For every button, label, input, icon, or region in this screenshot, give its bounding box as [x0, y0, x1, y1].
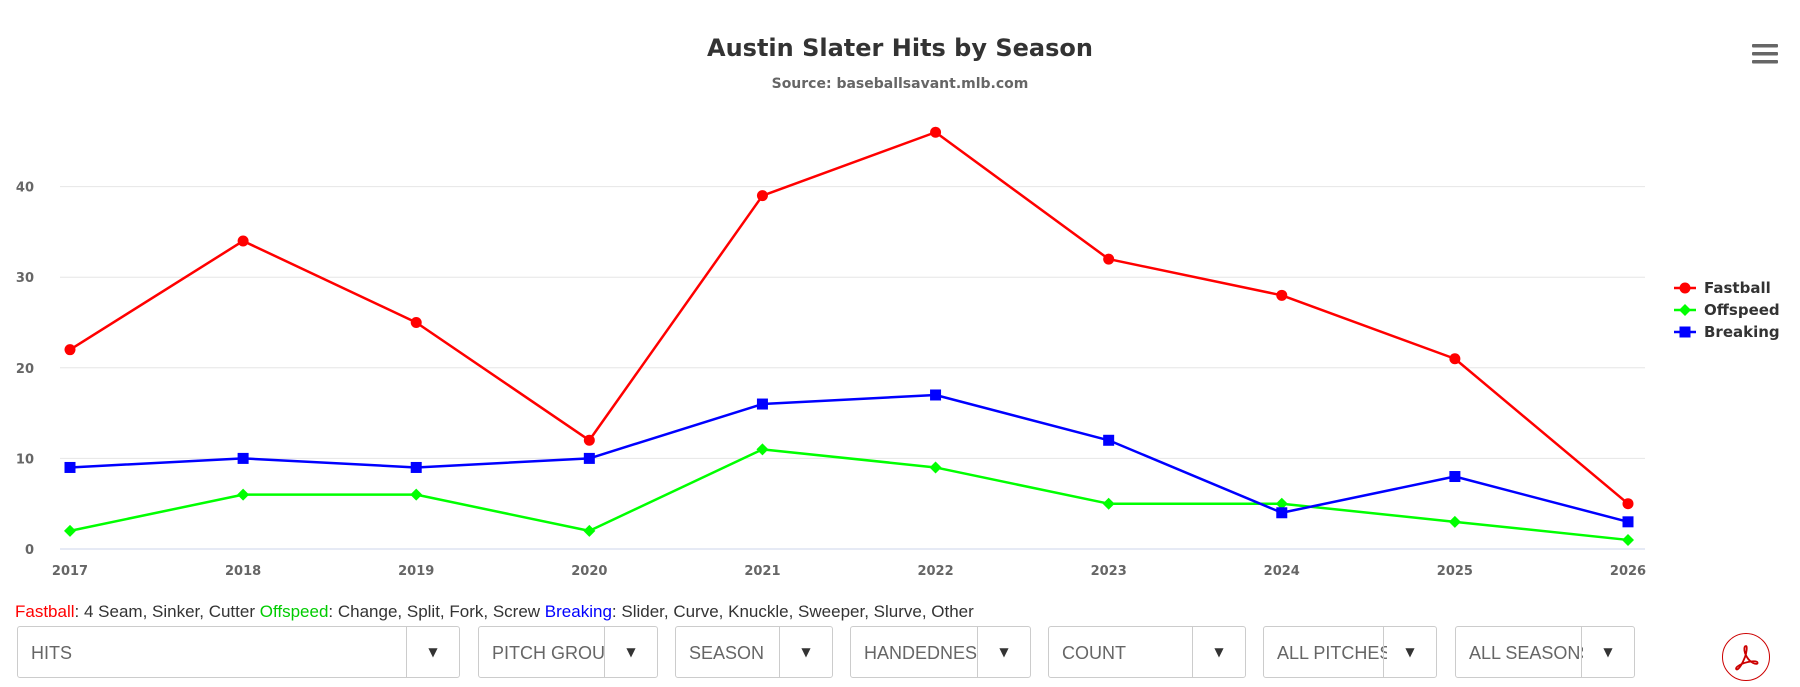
fastball-key-label: Fastball [15, 602, 75, 621]
chevron-down-icon[interactable]: ▼ [1383, 627, 1436, 677]
fastball-data-point [756, 190, 768, 202]
stat-select[interactable]: HITS ▼ [17, 626, 460, 678]
chevron-down-icon[interactable]: ▼ [604, 627, 657, 677]
breaking-data-point [930, 389, 942, 401]
breaking-data-point [1449, 471, 1461, 483]
offspeed-data-point [1275, 497, 1288, 510]
x-tick-label: 2026 [1610, 564, 1646, 579]
chart: Austin Slater Hits by Season Source: bas… [16, 34, 1780, 579]
y-tick-label: 40 [16, 181, 34, 196]
y-tick-label: 20 [16, 362, 34, 377]
handedness-select-label: HANDEDNESS [864, 643, 978, 663]
series-markers [64, 126, 1634, 546]
legend-label-offspeed: Offspeed [1704, 301, 1780, 319]
fastball-data-point [237, 235, 249, 247]
fastball-data-point [1449, 353, 1461, 365]
breaking-series-line [69, 393, 1629, 524]
offspeed-data-point [756, 443, 769, 456]
legend-item-fastball[interactable]: Fastball [1674, 279, 1771, 297]
fastball-data-point [583, 434, 595, 446]
fastball-data-point [1103, 253, 1115, 265]
offspeed-data-point [410, 488, 423, 501]
breaking-data-point [64, 461, 76, 473]
x-tick-label: 2019 [398, 564, 434, 579]
offspeed-data-point [583, 524, 596, 537]
legend-marker-breaking [1679, 326, 1691, 338]
legend-marker-offspeed [1679, 304, 1691, 316]
legend-label-fastball: Fastball [1704, 279, 1771, 297]
fastball-key-desc: : 4 Seam, Sinker, Cutter [74, 602, 260, 621]
season-select[interactable]: SEASON ▼ [675, 626, 833, 678]
handedness-select[interactable]: HANDEDNESS ▼ [850, 626, 1031, 678]
y-tick-label: 30 [16, 271, 34, 286]
y-gridlines [60, 186, 1645, 459]
x-tick-label: 2017 [52, 564, 88, 579]
x-axis-tick-labels: 2017 2018 2019 2020 2021 2022 2023 2024 2025 2026 [52, 564, 1646, 579]
x-tick-label: 2022 [917, 564, 953, 579]
legend-item-breaking[interactable]: Breaking [1674, 323, 1780, 341]
offspeed-data-point [1102, 497, 1115, 510]
breaking-data-point [583, 452, 595, 464]
breaking-data-point [1276, 507, 1288, 519]
x-tick-label: 2023 [1091, 564, 1127, 579]
x-tick-label: 2020 [571, 564, 607, 579]
fastball-data-point [410, 317, 422, 328]
x-tick-label: 2021 [744, 564, 780, 579]
offspeed-data-point [1622, 533, 1634, 546]
offspeed-data-point [237, 488, 250, 501]
chevron-down-icon[interactable]: ▼ [977, 627, 1030, 677]
breaking-data-point [756, 398, 768, 410]
fastball-data-point [1622, 498, 1634, 510]
pitch-type-key: Fastball: 4 Seam, Sinker, Cutter Offspee… [15, 602, 974, 622]
breaking-data-point [410, 461, 422, 473]
offspeed-key-desc: : Change, Split, Fork, Screw [328, 602, 545, 621]
offspeed-series-line [69, 448, 1629, 542]
legend-item-offspeed[interactable]: Offspeed [1674, 301, 1780, 319]
chevron-down-icon[interactable]: ▼ [406, 627, 459, 677]
chart-subtitle: Source: baseballsavant.mlb.com [772, 76, 1029, 92]
y-tick-label: 0 [25, 543, 34, 558]
adobe-pdf-icon [1735, 645, 1759, 671]
offspeed-key-label: Offspeed [259, 602, 329, 621]
stat-select-label: HITS [31, 643, 73, 663]
breaking-key-desc: : Slider, Curve, Knuckle, Sweeper, Slurv… [611, 602, 974, 621]
x-tick-label: 2018 [225, 564, 261, 579]
breaking-data-point [1622, 516, 1634, 528]
pitch-group-select-label: PITCH GROUP [492, 643, 606, 663]
offspeed-data-point [64, 524, 76, 537]
chart-title: Austin Slater Hits by Season [707, 34, 1093, 62]
season-select-label: SEASON [689, 643, 765, 663]
x-tick-label: 2025 [1437, 564, 1473, 579]
fastball-data-point [1276, 289, 1288, 301]
fastball-series-line [69, 130, 1629, 505]
chevron-down-icon[interactable]: ▼ [1192, 627, 1245, 677]
hamburger-menu-icon[interactable] [1752, 44, 1778, 64]
pitch-group-select[interactable]: PITCH GROUP ▼ [478, 626, 658, 678]
y-tick-label: 10 [16, 452, 34, 467]
breaking-data-point [1103, 434, 1115, 446]
chevron-down-icon[interactable]: ▼ [1581, 627, 1634, 677]
pdf-export-button[interactable] [1722, 633, 1770, 681]
legend-label-breaking: Breaking [1704, 323, 1780, 341]
count-select[interactable]: COUNT ▼ [1048, 626, 1246, 678]
legend: Fastball Offspeed Breaking [1674, 279, 1780, 341]
fastball-data-point [930, 126, 942, 138]
breaking-data-point [237, 452, 249, 464]
pitch-type-select-label: ALL PITCHES [1277, 643, 1387, 663]
pitch-type-select[interactable]: ALL PITCHES ▼ [1263, 626, 1437, 678]
count-select-label: COUNT [1062, 643, 1126, 663]
series-lines [69, 130, 1629, 542]
breaking-key-label: Breaking [544, 602, 612, 621]
fastball-data-point [64, 344, 76, 356]
y-axis-tick-labels: 0 10 20 30 40 [16, 181, 34, 558]
chevron-down-icon[interactable]: ▼ [779, 627, 832, 677]
seasons-select[interactable]: ALL SEASONS ▼ [1455, 626, 1635, 678]
offspeed-data-point [1448, 515, 1461, 528]
x-tick-label: 2024 [1264, 564, 1300, 579]
offspeed-data-point [929, 461, 942, 474]
legend-marker-fastball [1679, 282, 1691, 294]
seasons-select-label: ALL SEASONS [1469, 643, 1583, 663]
